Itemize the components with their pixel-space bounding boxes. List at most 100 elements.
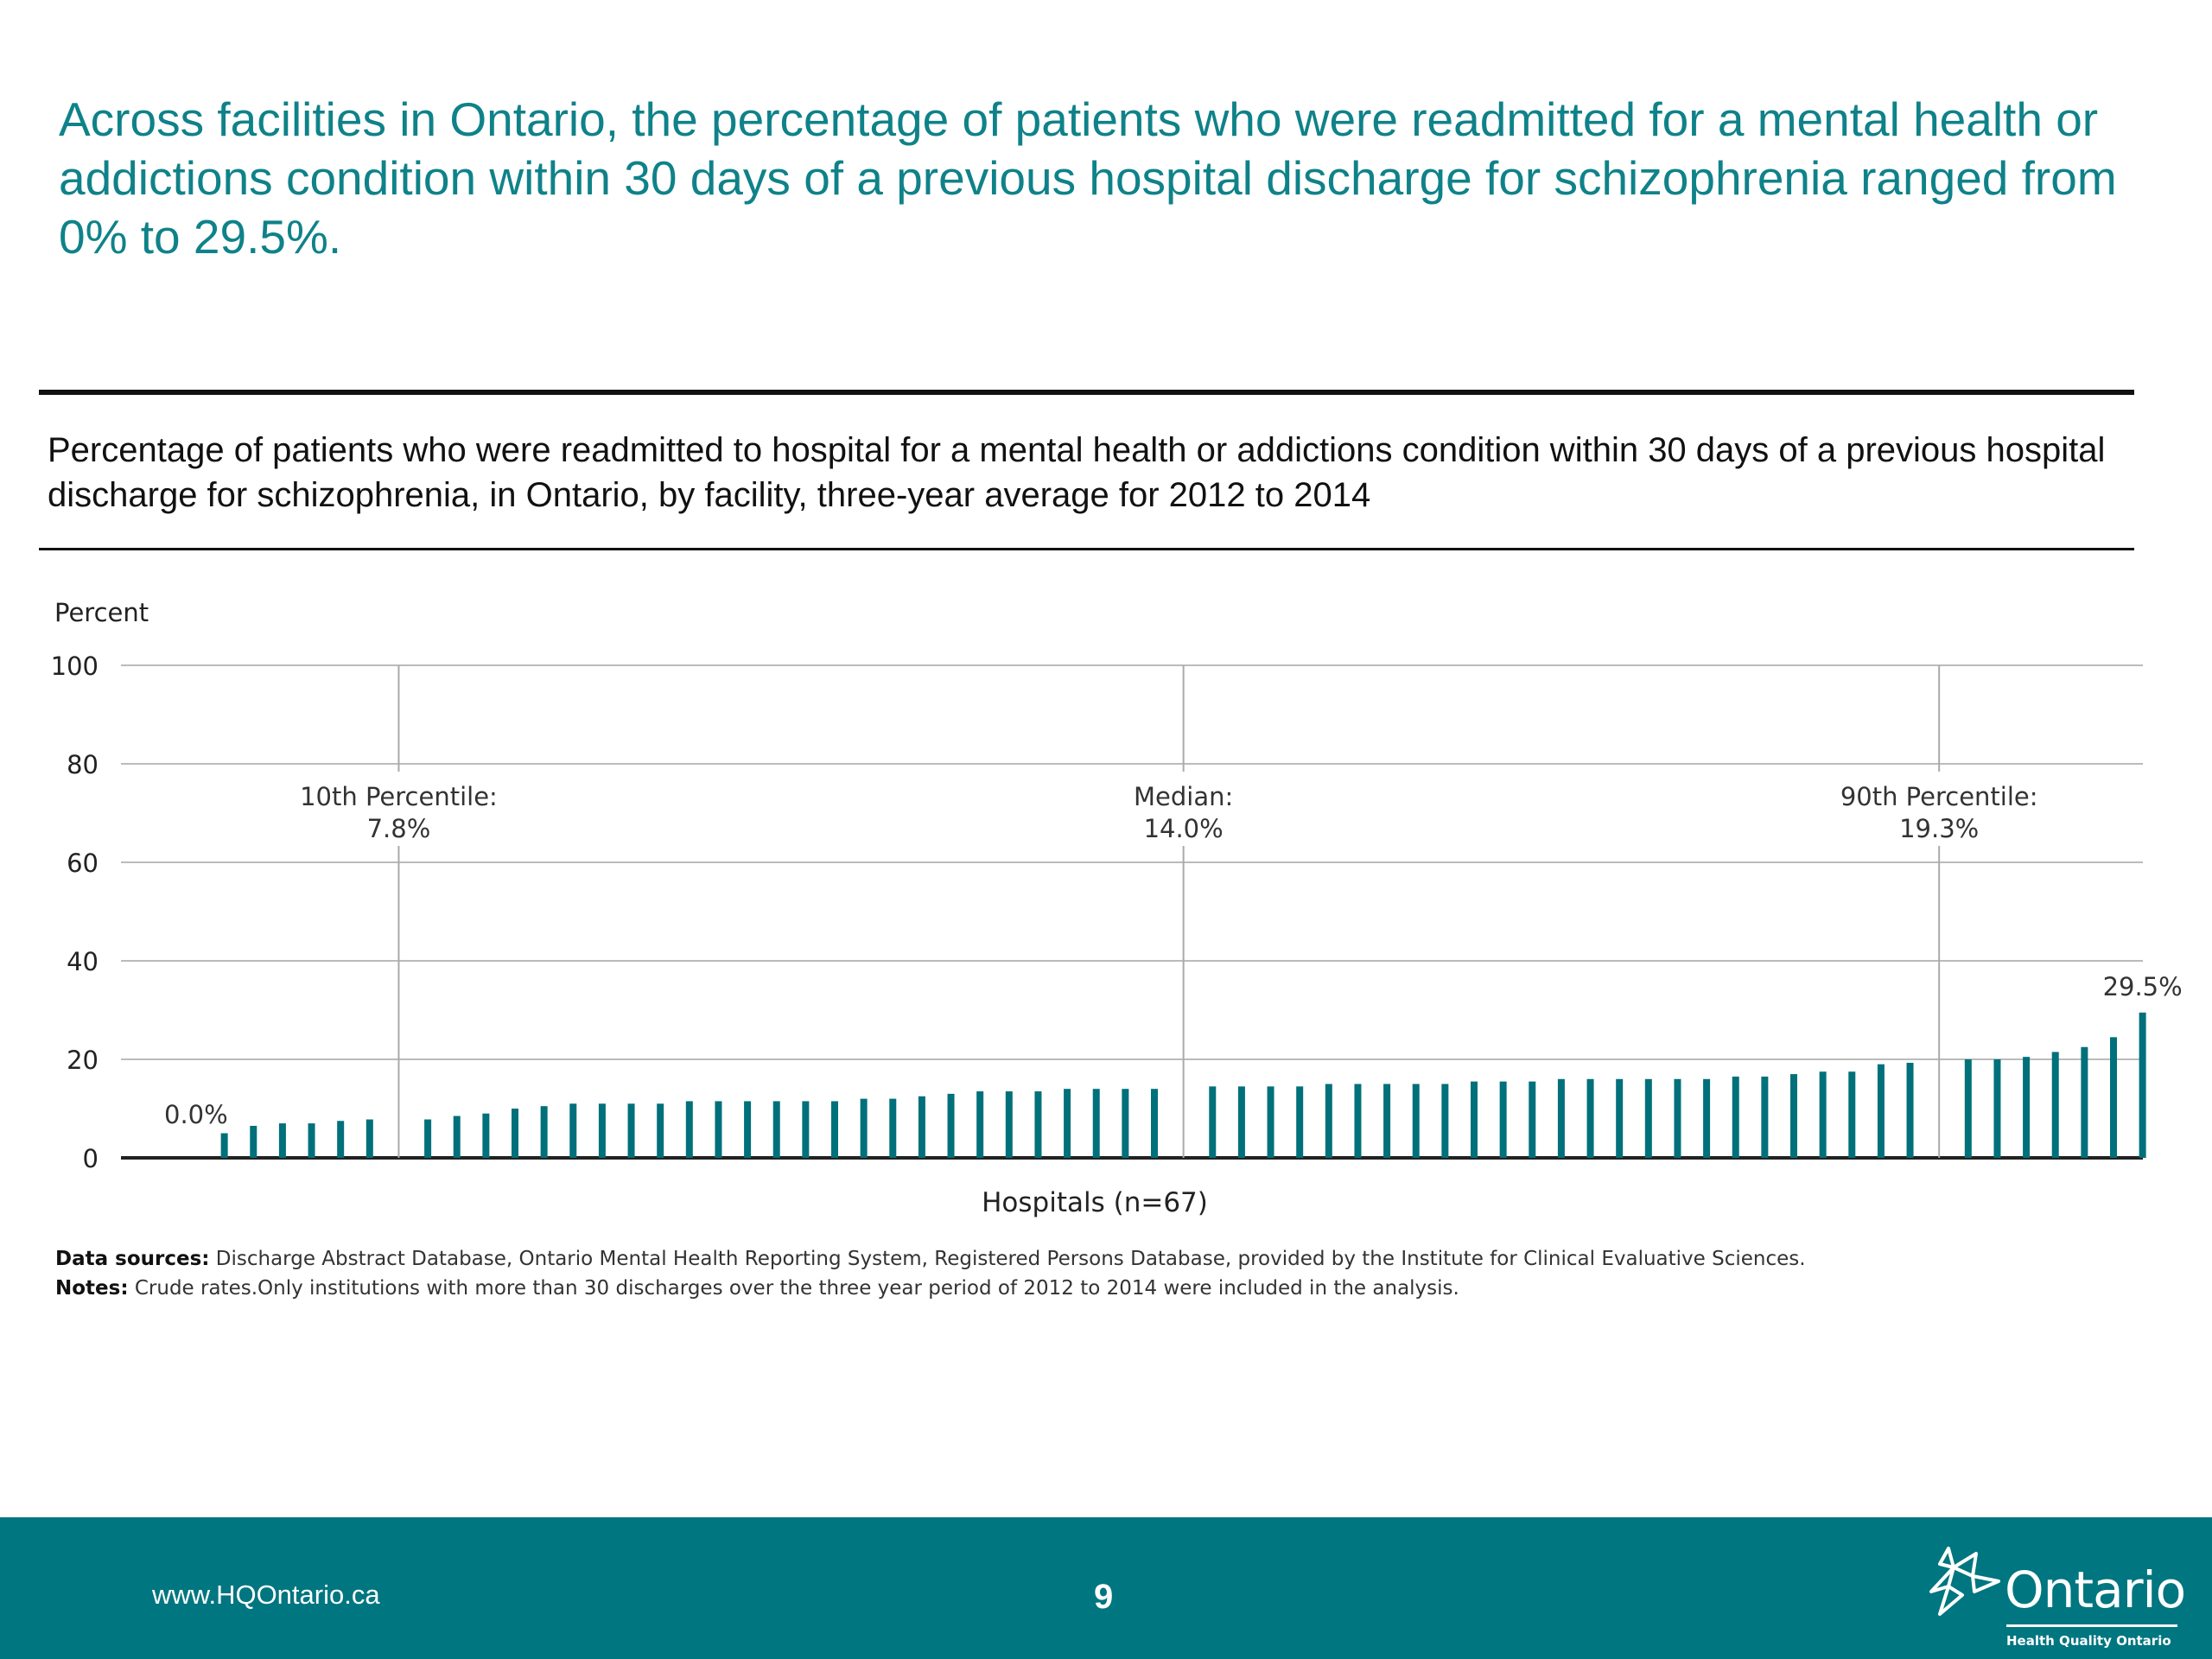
bar bbox=[453, 1116, 461, 1158]
bar bbox=[976, 1091, 984, 1158]
bar bbox=[1237, 1086, 1245, 1158]
reference-value-label: 7.8% bbox=[367, 814, 431, 843]
max-value-label: 29.5% bbox=[2103, 972, 2183, 1001]
bar bbox=[1877, 1064, 1885, 1158]
bar bbox=[1383, 1084, 1391, 1158]
bar bbox=[1703, 1078, 1711, 1158]
x-axis-label: Hospitals (n=67) bbox=[982, 1187, 1208, 1218]
data-labels: 10th Percentile: 7.8% Median: 14.0% 90th Per… bbox=[164, 782, 2183, 1129]
bar bbox=[947, 1093, 955, 1158]
chart-title: Percentage of patients who were readmitt… bbox=[48, 431, 2106, 514]
bar bbox=[1616, 1078, 1624, 1158]
notes-line: Notes: Crude rates.Only institutions wit… bbox=[55, 1274, 2146, 1303]
bar bbox=[1499, 1081, 1507, 1158]
bar bbox=[2110, 1037, 2117, 1158]
slide-headline: Across facilities in Ontario, the percen… bbox=[59, 92, 2117, 264]
bar bbox=[365, 1119, 373, 1158]
bar bbox=[1441, 1084, 1449, 1158]
y-tick-label: 20 bbox=[67, 1046, 99, 1075]
bar bbox=[308, 1123, 315, 1158]
notes-text: Crude rates.Only institutions with more … bbox=[128, 1277, 1459, 1300]
bar bbox=[1325, 1084, 1332, 1158]
y-tick-labels: 0 20 40 60 80 100 bbox=[51, 652, 99, 1173]
bar bbox=[1644, 1078, 1652, 1158]
bar bbox=[831, 1101, 838, 1158]
trillium-icon bbox=[1929, 1547, 2000, 1616]
bar bbox=[1471, 1081, 1478, 1158]
bar bbox=[1064, 1089, 1071, 1158]
bar bbox=[2139, 1012, 2146, 1158]
bar bbox=[1267, 1086, 1274, 1158]
bar bbox=[1906, 1062, 1914, 1158]
bar bbox=[250, 1125, 257, 1158]
bar bbox=[1151, 1089, 1158, 1158]
y-tick-label: 80 bbox=[67, 750, 99, 779]
reference-lines bbox=[286, 665, 2052, 1158]
bar bbox=[1034, 1091, 1042, 1158]
bar bbox=[598, 1103, 606, 1158]
bar bbox=[220, 1133, 228, 1158]
bar bbox=[685, 1101, 693, 1158]
bar bbox=[512, 1109, 518, 1158]
footer-bar: www.HQOntario.ca 9 Ontario Health Qualit… bbox=[0, 1517, 2212, 1659]
bar bbox=[482, 1113, 490, 1158]
bar bbox=[1557, 1078, 1565, 1158]
footer-url-link[interactable]: www.HQOntario.ca bbox=[152, 1580, 380, 1610]
bar-chart: Percent 0 20 40 60 80 100 10th Percentile: 7.8… bbox=[51, 598, 2183, 1218]
bar bbox=[715, 1101, 722, 1158]
y-axis-label: Percent bbox=[54, 598, 149, 627]
bars bbox=[220, 1012, 2146, 1158]
bar bbox=[2051, 1052, 2059, 1158]
page-number: 9 bbox=[1094, 1578, 1114, 1616]
bar bbox=[1412, 1084, 1420, 1158]
min-value-label: 0.0% bbox=[164, 1100, 228, 1129]
bar bbox=[1732, 1076, 1739, 1158]
logo-wordmark: Ontario bbox=[2005, 1560, 2186, 1619]
bar bbox=[2081, 1046, 2088, 1158]
bar bbox=[540, 1106, 548, 1158]
bar bbox=[1674, 1078, 1681, 1158]
bar bbox=[337, 1121, 345, 1158]
bar bbox=[1092, 1089, 1100, 1158]
bar bbox=[1122, 1089, 1129, 1158]
bar bbox=[1209, 1086, 1217, 1158]
bar bbox=[657, 1103, 664, 1158]
logo-underline bbox=[2006, 1624, 2177, 1627]
bar bbox=[278, 1123, 286, 1158]
bar bbox=[627, 1103, 635, 1158]
data-sources-text: Discharge Abstract Database, Ontario Men… bbox=[209, 1248, 1806, 1270]
data-sources-line: Data sources: Discharge Abstract Databas… bbox=[55, 1244, 2146, 1274]
bar bbox=[889, 1098, 897, 1158]
bar bbox=[1296, 1086, 1304, 1158]
chart-notes: Data sources: Discharge Abstract Databas… bbox=[55, 1244, 2146, 1303]
bar bbox=[1848, 1071, 1856, 1158]
reference-label-backdrop bbox=[1071, 772, 1296, 846]
reference-label: Median: bbox=[1134, 782, 1233, 811]
bar bbox=[802, 1101, 810, 1158]
bar bbox=[1964, 1059, 1972, 1158]
bar bbox=[1993, 1059, 2001, 1158]
y-tick-label: 100 bbox=[51, 652, 99, 681]
bar bbox=[1586, 1078, 1594, 1158]
bar bbox=[1790, 1074, 1797, 1158]
reference-value-label: 14.0% bbox=[1144, 814, 1224, 843]
bar bbox=[2023, 1057, 2031, 1158]
data-sources-label: Data sources: bbox=[55, 1248, 210, 1270]
ontario-logo: Ontario Health Quality Ontario bbox=[1923, 1535, 2190, 1651]
reference-label: 90th Percentile: bbox=[1840, 782, 2038, 811]
bar bbox=[918, 1096, 925, 1158]
bar bbox=[772, 1101, 780, 1158]
logo-subtitle: Health Quality Ontario bbox=[2006, 1633, 2171, 1649]
bar bbox=[1819, 1071, 1827, 1158]
reference-label-backdrop bbox=[1827, 772, 2052, 846]
bar bbox=[1354, 1084, 1362, 1158]
bar bbox=[1005, 1091, 1013, 1158]
bar bbox=[744, 1101, 752, 1158]
title-divider bbox=[39, 548, 2134, 550]
bar bbox=[1529, 1081, 1536, 1158]
y-tick-label: 40 bbox=[67, 947, 99, 976]
notes-label: Notes: bbox=[55, 1277, 129, 1300]
y-tick-label: 0 bbox=[83, 1144, 99, 1173]
gridlines bbox=[121, 664, 2143, 1160]
top-divider bbox=[39, 390, 2134, 395]
